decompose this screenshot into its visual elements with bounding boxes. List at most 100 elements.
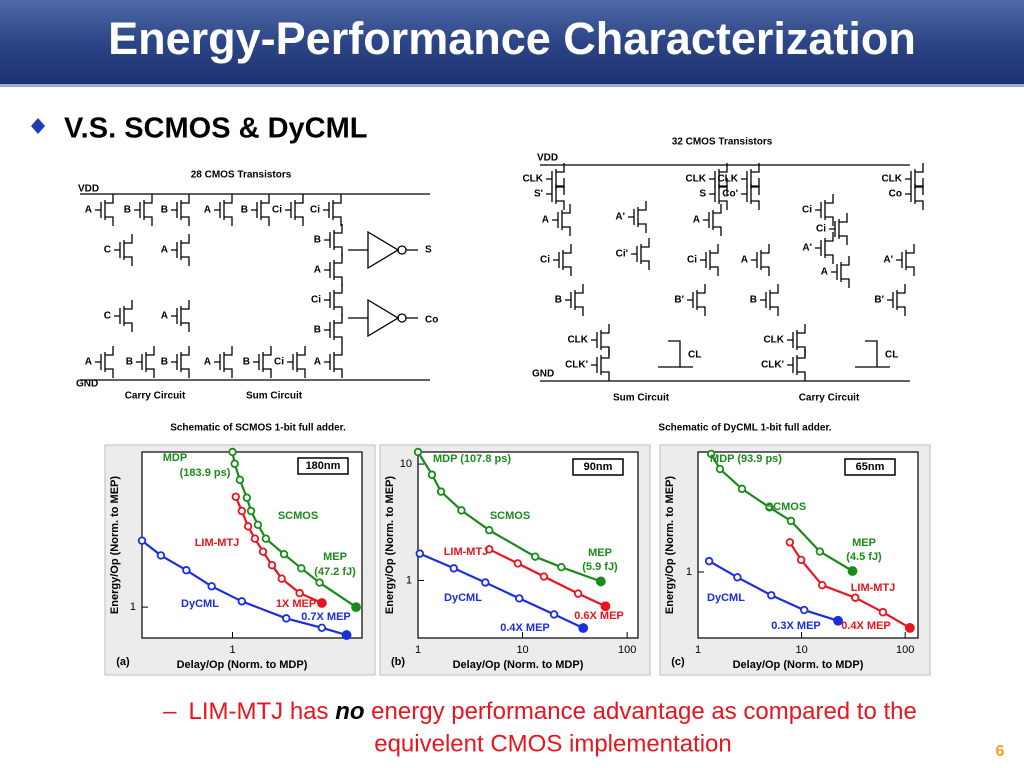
- data-point: [715, 464, 725, 474]
- data-point: [182, 566, 191, 575]
- y-tick-label: 1: [406, 574, 412, 586]
- data-point: [704, 556, 714, 566]
- data-point: [549, 610, 559, 619]
- annotation: MEP: [323, 551, 347, 563]
- transistor: [787, 349, 806, 381]
- load-label: CL: [688, 350, 701, 361]
- inverter: [348, 298, 418, 338]
- gate-label: A: [314, 357, 321, 368]
- data-point: [515, 594, 524, 603]
- annotation: 0.4X MEP: [841, 620, 891, 632]
- charts: 1 1 Delay/Op (Norm. to MDP) Energy/Op (Norm…: [104, 444, 931, 676]
- gate-label: A: [85, 205, 92, 216]
- data-point: [878, 608, 888, 617]
- series-label: DyCML: [707, 592, 745, 604]
- annotation: (5.9 fJ): [582, 561, 618, 573]
- gate-label: S: [699, 189, 706, 200]
- title-rule: [0, 84, 1024, 87]
- transistor: [887, 284, 906, 316]
- x-axis-label: Delay/Op (Norm. to MDP): [177, 659, 308, 671]
- annotation: 0.7X MEP: [301, 611, 351, 623]
- gate-label: B': [874, 295, 884, 306]
- data-point: [767, 591, 776, 600]
- data-point: [733, 573, 742, 582]
- gate-label: CLK': [565, 360, 588, 371]
- badge: 180nm: [306, 460, 341, 472]
- data-point: [246, 506, 256, 516]
- gate-label: B: [161, 357, 168, 368]
- data-point: [231, 492, 240, 501]
- transistor: [687, 284, 706, 316]
- data-point: [449, 564, 459, 573]
- gate-label: B: [243, 357, 250, 368]
- gate-label: A': [802, 243, 812, 254]
- x-tick-label: 100: [896, 644, 914, 656]
- schematics: 28 CMOS Transistors VDD GND A B B A B Ci Ci C A B A Ci…: [76, 137, 924, 434]
- data-point: [436, 487, 446, 496]
- y-tick-label: 10: [400, 458, 412, 470]
- transistor: [95, 194, 114, 226]
- transistor: [324, 254, 343, 286]
- schematic-title: 28 CMOS Transistors: [191, 170, 292, 181]
- annotation: MDP (107.8 ps): [433, 453, 511, 465]
- y-axis-label: Energy/Op (Norm. to MEP): [384, 476, 396, 614]
- note-line-1: – LIM-MTJ has no energy performance advan…: [163, 698, 917, 725]
- gate-label: CLK: [685, 174, 706, 185]
- gate-label: Ci: [272, 205, 282, 216]
- data-point: [706, 449, 716, 459]
- data-point: [833, 615, 843, 626]
- transistor: [546, 178, 565, 210]
- gate-label: S': [534, 189, 543, 200]
- transistor: [896, 244, 915, 276]
- data-point: [277, 574, 286, 583]
- inverter-bubble: [397, 313, 407, 323]
- schematic-caption: Schematic of DyCML 1-bit full adder.: [658, 423, 831, 434]
- gate-label: Ci': [616, 249, 628, 260]
- gate-label: Ci: [540, 255, 550, 266]
- series-label: SCMOS: [278, 510, 318, 522]
- gate-label: B: [161, 205, 168, 216]
- bullet-text: V.S. SCMOS & DyCML: [64, 113, 367, 145]
- schematic-title: 32 CMOS Transistors: [672, 137, 773, 148]
- transistor: [591, 349, 610, 381]
- gate-label: C: [104, 311, 111, 322]
- gate-label: Co': [722, 189, 738, 200]
- data-point: [796, 555, 806, 565]
- data-point: [253, 520, 263, 530]
- transistor: [552, 204, 571, 236]
- transistor: [703, 204, 722, 236]
- data-point: [847, 566, 858, 576]
- data-point: [250, 534, 260, 543]
- load-cap: [855, 340, 890, 368]
- section-label: Carry Circuit: [799, 393, 860, 404]
- annotation: MDP (93.9 ps): [710, 453, 782, 465]
- gate-label: A: [161, 311, 168, 322]
- transistor: [324, 346, 343, 378]
- transistor: [114, 300, 133, 332]
- series-label: SCMOS: [766, 501, 806, 513]
- gate-label: Ci: [802, 205, 812, 216]
- gate-label: A: [204, 357, 211, 368]
- data-point: [258, 547, 268, 556]
- load-label: CL: [885, 350, 898, 361]
- gate-label: B: [555, 295, 562, 306]
- gate-label: A: [821, 267, 828, 278]
- transistor: [546, 163, 565, 195]
- badge: 90nm: [584, 461, 613, 473]
- transistor: [214, 194, 233, 226]
- transistor: [171, 300, 190, 332]
- transistor: [134, 194, 153, 226]
- note-suffix: energy performance advantage as compared…: [365, 698, 917, 725]
- x-axis-label: Delay/Op (Norm. to MDP): [733, 659, 864, 671]
- gate-label: A: [741, 255, 748, 266]
- gate-label: Co: [889, 189, 902, 200]
- transistor: [760, 284, 779, 316]
- badge-box: [572, 458, 624, 476]
- schematic-caption: Schematic of SCMOS 1-bit full adder.: [170, 423, 346, 434]
- inverter-bubble: [397, 245, 407, 255]
- title-bar: [0, 0, 1024, 84]
- data-point: [557, 562, 566, 572]
- data-point: [530, 552, 540, 561]
- data-point: [341, 630, 352, 640]
- data-point: [851, 593, 860, 602]
